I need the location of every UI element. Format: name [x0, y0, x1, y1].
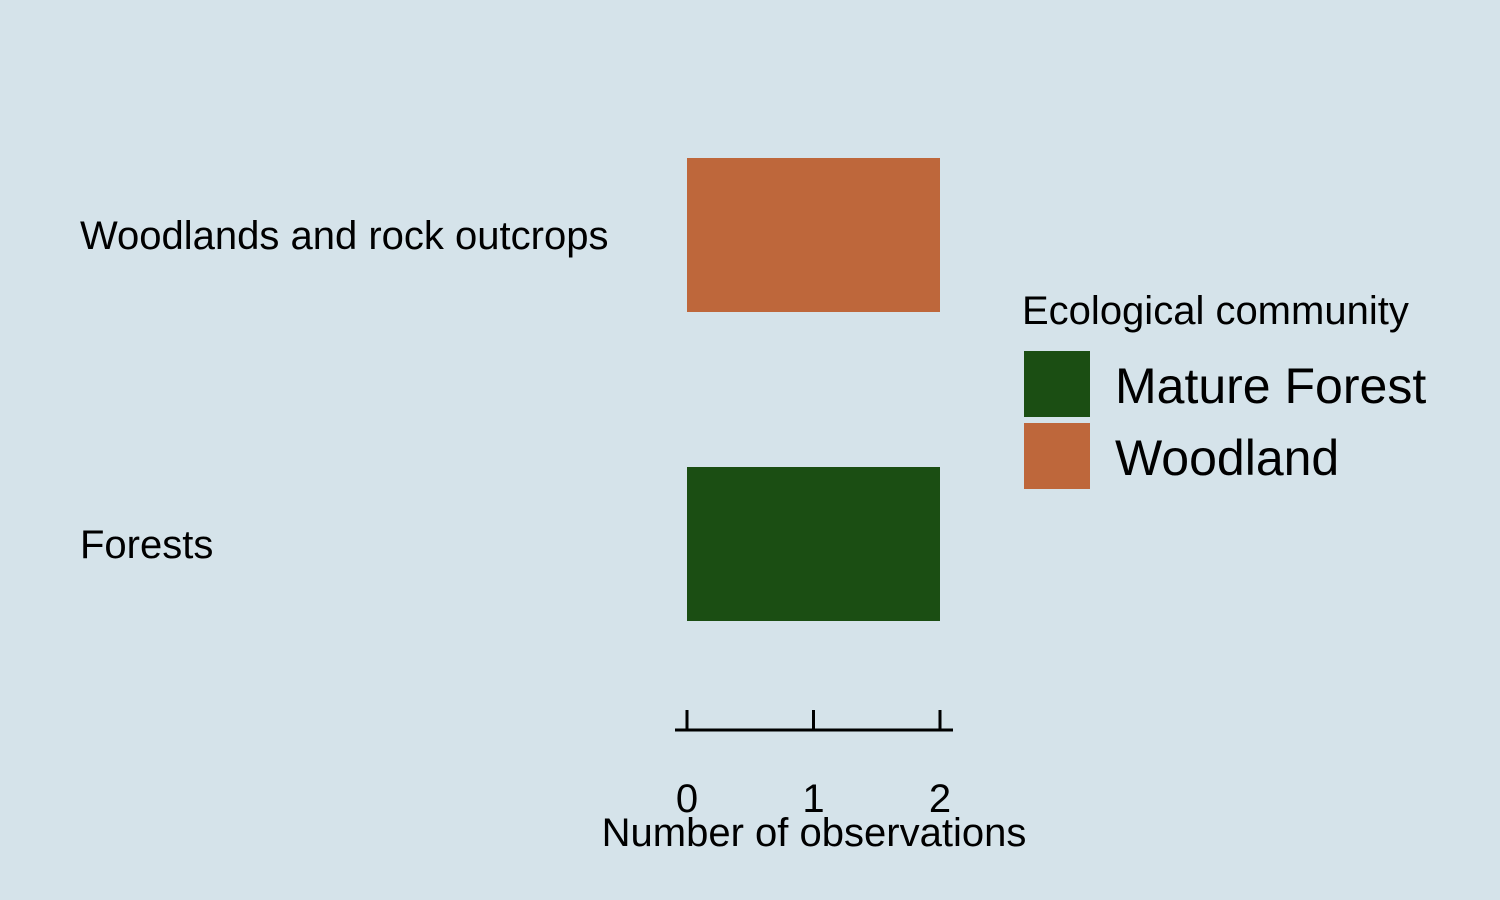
bar-2 — [687, 467, 940, 621]
legend-label-1: Mature Forest — [1115, 358, 1426, 414]
category-label-2: Forests — [80, 523, 213, 567]
category-label-1: Woodlands and rock outcrops — [80, 214, 608, 258]
bar-1 — [687, 158, 940, 312]
x-tick-label-2: 2 — [929, 777, 951, 821]
x-axis-label: Number of observations — [602, 811, 1027, 855]
legend-label-2: Woodland — [1115, 430, 1339, 486]
legend-swatch-1 — [1024, 351, 1090, 417]
legend-swatch-2 — [1024, 423, 1090, 489]
x-axis: 0 1 2 — [675, 710, 953, 821]
legend-entries: Mature Forest Woodland — [1024, 351, 1426, 489]
bars — [687, 158, 940, 621]
category-labels: Woodlands and rock outcrops Forests — [80, 214, 608, 567]
x-tick-label-1: 1 — [802, 777, 824, 821]
legend: Ecological community Mature Forest Woodla… — [1022, 289, 1426, 489]
legend-title: Ecological community — [1022, 289, 1409, 333]
x-tick-label-0: 0 — [676, 777, 698, 821]
